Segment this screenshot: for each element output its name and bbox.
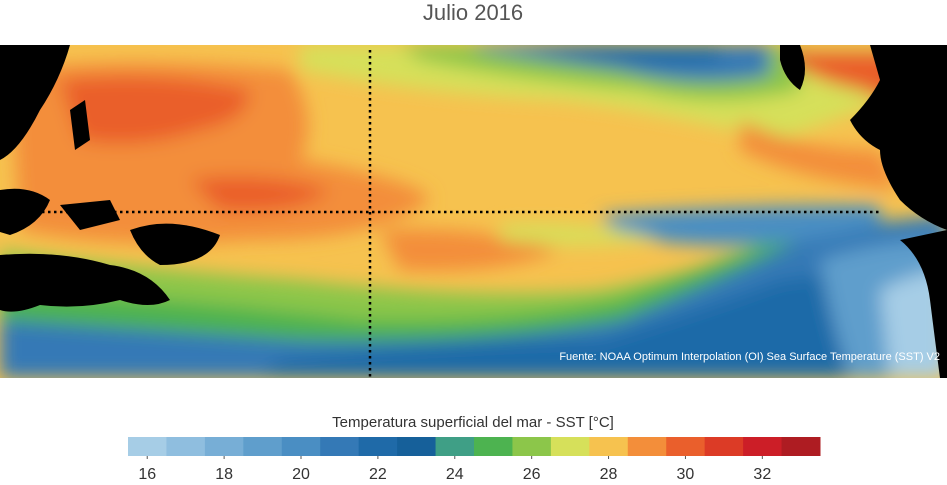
colorbar-swatch xyxy=(474,437,513,456)
tick-label: 26 xyxy=(523,466,541,480)
tick-label: 24 xyxy=(446,466,464,480)
colorbar-swatch xyxy=(666,437,706,456)
colorbar-swatch xyxy=(550,437,590,456)
colorbar-swatch xyxy=(512,437,552,456)
colorbar: 16 18 20 22 24 26 28 30 32 xyxy=(128,437,821,483)
tick-label: 32 xyxy=(753,466,771,480)
tick-label: 22 xyxy=(369,466,387,480)
title: Julio 2016 xyxy=(423,0,523,25)
colorbar-swatch xyxy=(166,437,206,456)
colorbar-swatch xyxy=(128,437,167,456)
tick-label: 30 xyxy=(677,466,695,480)
tick-label: 20 xyxy=(292,466,310,480)
colorbar-swatch xyxy=(435,437,475,456)
colorbar-swatch xyxy=(204,437,244,456)
land xyxy=(0,45,947,378)
tick-label: 18 xyxy=(215,466,233,480)
source-note: Fuente: NOAA Optimum Interpolation (OI) … xyxy=(559,351,940,363)
colorbar-swatch xyxy=(781,437,821,456)
colorbar-swatch xyxy=(358,437,398,456)
colorbar-swatch xyxy=(589,437,629,456)
colorbar-swatch xyxy=(281,437,321,456)
sst-map: Fuente: NOAA Optimum Interpolation (OI) … xyxy=(0,45,947,378)
colorbar-swatch xyxy=(743,437,783,456)
colorbar-swatch xyxy=(243,437,283,456)
colorbar-swatch xyxy=(320,437,360,456)
tick-label: 16 xyxy=(138,466,156,480)
colorbar-label: Temperatura superficial del mar - SST [°… xyxy=(332,414,614,431)
colorbar-swatch xyxy=(627,437,667,456)
tick-label: 28 xyxy=(600,466,618,480)
colorbar-swatch xyxy=(397,437,437,456)
colorbar-swatch xyxy=(704,437,744,456)
